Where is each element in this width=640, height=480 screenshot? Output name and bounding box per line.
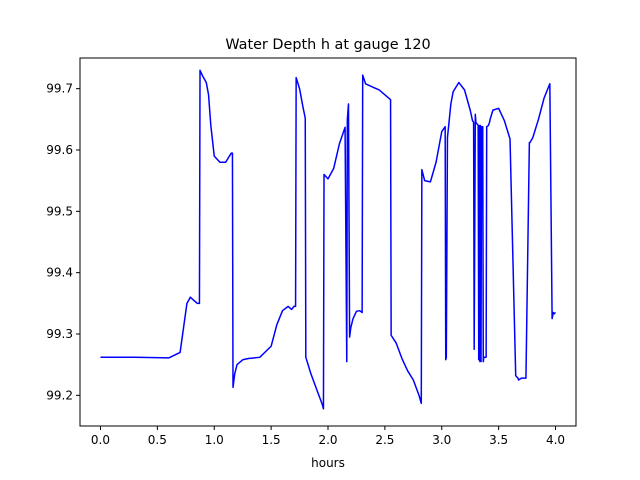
y-tick-label: 99.5 <box>46 204 73 218</box>
chart-title: Water Depth h at gauge 120 <box>225 37 430 53</box>
x-tick-label: 3.0 <box>432 433 451 447</box>
x-tick-label: 4.0 <box>546 433 565 447</box>
y-tick-label: 99.7 <box>46 82 73 96</box>
x-tick-label: 1.0 <box>205 433 224 447</box>
y-axis: 99.2 99.3 99.4 99.5 99.6 99.7 <box>46 82 80 402</box>
series-line-0 <box>100 69 557 410</box>
x-tick-label: 2.0 <box>318 433 337 447</box>
x-tick-label: 2.5 <box>375 433 394 447</box>
x-tick-label: 0.5 <box>148 433 167 447</box>
y-tick-label: 99.2 <box>46 388 73 402</box>
x-tick-label: 3.5 <box>489 433 508 447</box>
y-tick-label: 99.3 <box>46 327 73 341</box>
x-axis: 0.0 0.5 1.0 1.5 2.0 2.5 3.0 3.5 4.0 <box>91 426 565 447</box>
y-tick-label: 99.6 <box>46 143 73 157</box>
series-layer <box>100 69 557 410</box>
x-axis-label: hours <box>311 456 345 470</box>
x-tick-label: 0.0 <box>91 433 110 447</box>
y-tick-label: 99.4 <box>46 266 73 280</box>
x-tick-label: 1.5 <box>262 433 281 447</box>
plot-area <box>80 58 576 426</box>
